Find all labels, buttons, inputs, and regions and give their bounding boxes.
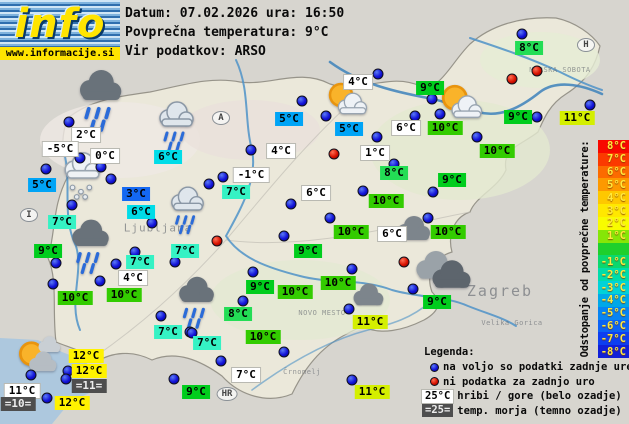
scale-cell: 6°C [598,165,629,179]
map-header: Datum: 07.02.2026 ura: 16:50 Povprečna t… [125,4,344,61]
info-logo-stripes: info [0,0,120,47]
scale-cell: 1°C [598,229,629,243]
scale-cell: -5°C [598,306,629,320]
scale-cell: 2°C [598,216,629,230]
scale-cell: 3°C [598,204,629,217]
legend-row-missing: ni podatka za zadnjo uro [420,375,629,390]
legend-row-mountains: 25°C hribi / gore (belo ozadje) [420,389,629,404]
scale-cell: 4°C [598,191,629,205]
legend-text: hribi / gore (belo ozadje) [457,390,622,403]
info-logo-url-link[interactable]: www.informacije.si [0,47,120,60]
info-logo-text: info [14,0,106,47]
legend-text: temp. morja (temno ozadje) [457,404,622,417]
legend-row-sea: =25= temp. morja (temno ozadje) [420,404,629,419]
header-avg-temp-line: Povprečna temperatura: 9°C [125,25,329,40]
scale-cell [598,242,629,256]
legend-row-available: na voljo so podatki zadnje ure [420,360,629,375]
scale-cell: 5°C [598,178,629,192]
legend-title: Legenda: [424,346,475,358]
legend-text: na voljo so podatki zadnje ure [443,361,629,374]
scale-cell: -2°C [598,268,629,282]
header-source-line: Vir podatkov: ARSO [125,44,266,59]
scale-cell: -7°C [598,332,629,346]
scale-cell: 8°C [598,140,629,153]
blue-dot-icon [430,362,439,372]
legend-text: ni podatka za zadnjo uro [443,375,595,388]
scale-cell: -4°C [598,293,629,307]
scale-title: Odstopanje od povprečne temperature: [579,140,591,358]
header-date-line: Datum: 07.02.2026 ura: 16:50 [125,6,345,21]
scale-cell: -3°C [598,281,629,294]
info-logo[interactable]: info www.informacije.si [0,0,120,60]
red-dot-icon [430,377,439,387]
scale-cell: 7°C [598,152,629,166]
scale-cell: -8°C [598,345,629,359]
scale-cell: -1°C [598,255,629,269]
legend: Legenda: na voljo so podatki zadnje ure … [420,346,629,418]
deviation-scale: 8°C 7°C 6°C 5°C 4°C 3°C 2°C 1°C -1°C -2°C -3°C -4°C… [598,140,629,359]
dark-box-icon: =25= [422,404,454,418]
white-box-icon: 25°C [422,389,454,403]
scale-cell: -6°C [598,319,629,333]
